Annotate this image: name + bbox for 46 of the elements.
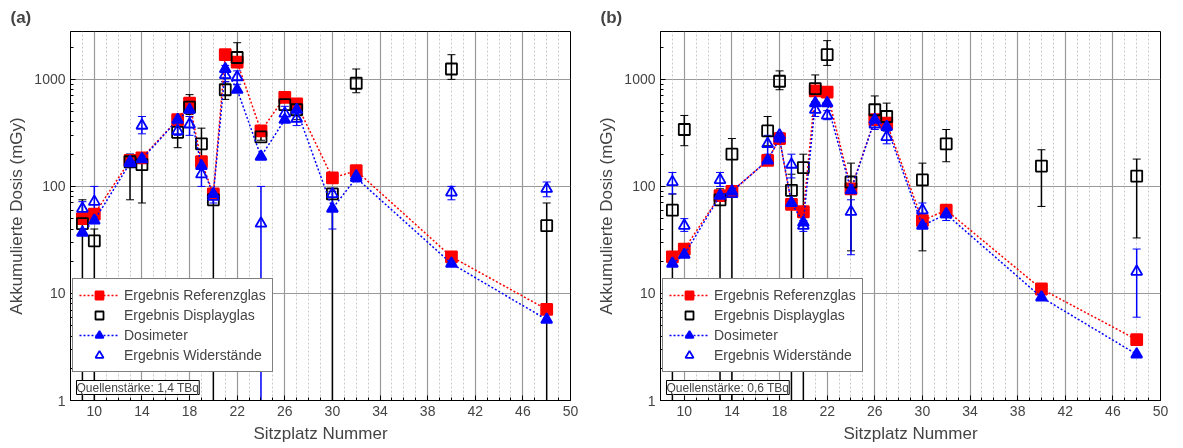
legend-label: Dosimeter: [124, 327, 188, 343]
x-tick-label: 50: [1152, 402, 1169, 419]
x-tick-label: 14: [724, 402, 740, 419]
x-tick-label: 22: [229, 402, 246, 419]
y-tick-label: 10: [49, 285, 66, 302]
x-axis-title: Sitzplatz Nummer: [843, 423, 978, 443]
annotation: Quellenstärke: 0,6 TBq: [666, 380, 790, 395]
y-tick-label: 1: [57, 392, 66, 409]
x-tick-label: 42: [1057, 402, 1074, 419]
annotation: Quellenstärke: 1,4 TBq: [76, 380, 200, 395]
x-tick-label: 38: [419, 402, 436, 419]
legend-label: Ergebnis Referenzglas: [124, 287, 266, 303]
x-tick-label: 18: [771, 402, 788, 419]
x-tick-label: 34: [372, 402, 389, 419]
legend-label: Ergebnis Widerstände: [714, 347, 852, 363]
x-tick-label: 30: [324, 402, 341, 419]
legend-label: Ergebnis Displayglas: [714, 307, 845, 323]
legend-label: Ergebnis Widerstände: [124, 347, 262, 363]
legend-label: Dosimeter: [714, 327, 778, 343]
x-tick-label: 46: [1105, 402, 1121, 419]
legend-label: Ergebnis Displayglas: [124, 307, 255, 323]
x-tick-label: 42: [467, 402, 484, 419]
legend-label: Ergebnis Referenzglas: [714, 287, 856, 303]
x-tick-label: 18: [181, 402, 198, 419]
y-tick-label: 1000: [34, 71, 66, 88]
y-axis-title: Akkumulierte Dosis (mGy): [597, 117, 617, 315]
y-tick-label: 10: [639, 285, 656, 302]
x-tick-label: 26: [867, 402, 883, 419]
x-tick-label: 38: [1009, 402, 1026, 419]
y-tick-label: 100: [632, 178, 656, 195]
chart-title: (b): [600, 7, 623, 27]
x-tick-label: 50: [562, 402, 579, 419]
chart-title: (a): [10, 7, 32, 27]
x-tick-label: 46: [515, 402, 531, 419]
x-tick-label: 14: [134, 402, 150, 419]
y-axis-title: Akkumulierte Dosis (mGy): [7, 117, 27, 315]
y-tick-label: 1000: [624, 71, 656, 88]
x-tick-label: 26: [277, 402, 293, 419]
x-tick-label: 30: [914, 402, 931, 419]
x-tick-label: 22: [819, 402, 836, 419]
x-axis-title: Sitzplatz Nummer: [253, 423, 388, 443]
x-tick-label: 34: [962, 402, 979, 419]
y-tick-label: 1: [647, 392, 656, 409]
x-tick-label: 10: [676, 402, 693, 419]
x-tick-label: 10: [86, 402, 103, 419]
y-tick-label: 100: [42, 178, 66, 195]
